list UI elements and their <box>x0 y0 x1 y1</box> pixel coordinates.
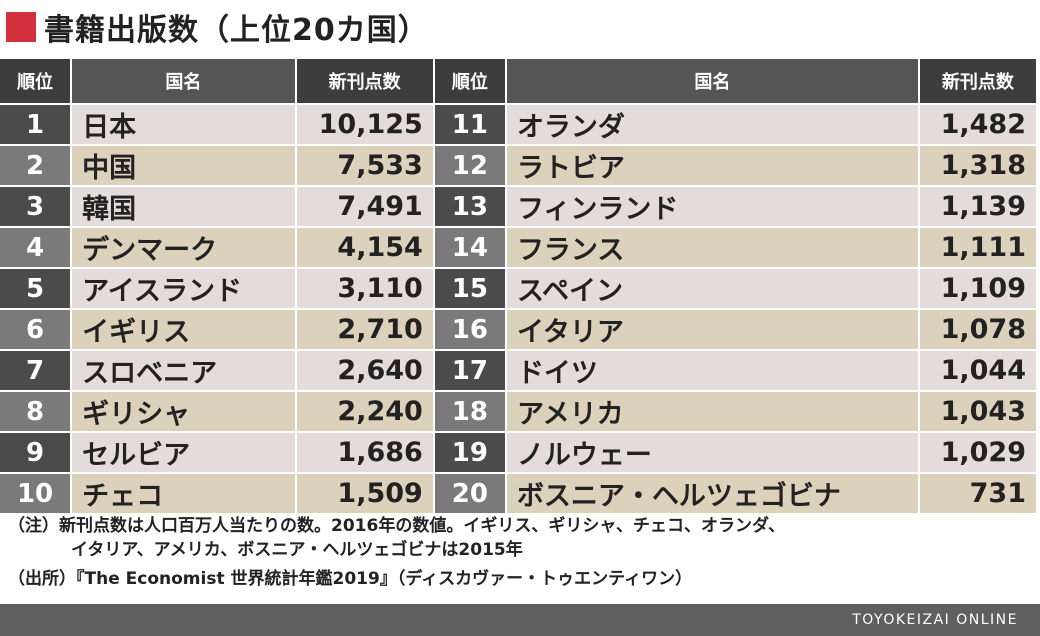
rank-cell-left: 4 <box>0 228 71 267</box>
table-row: 4 デンマーク 4,154 14 フランス 1,111 <box>0 228 1036 267</box>
country-cell-left: 韓国 <box>72 187 295 226</box>
header-rank-right: 順位 <box>434 59 505 103</box>
country-cell-left: アイスランド <box>72 269 295 308</box>
country-cell-left: ギリシャ <box>72 392 295 431</box>
country-cell-left: 中国 <box>72 146 295 185</box>
value-cell-left: 4,154 <box>296 228 433 267</box>
rank-cell-left: 9 <box>0 433 71 472</box>
rank-cell-right: 18 <box>434 392 505 431</box>
country-cell-right: ボスニア・ヘルツェゴビナ <box>506 474 918 513</box>
value-cell-right: 1,043 <box>919 392 1036 431</box>
value-cell-left: 1,686 <box>296 433 433 472</box>
rank-cell-left: 10 <box>0 474 71 513</box>
header-value-left: 新刊点数 <box>296 59 433 103</box>
table-row: 1 日本 10,125 11 オランダ 1,482 <box>0 105 1036 144</box>
country-cell-right: ドイツ <box>506 351 918 390</box>
table-row: 6 イギリス 2,710 16 イタリア 1,078 <box>0 310 1036 349</box>
rank-cell-right: 14 <box>434 228 505 267</box>
value-cell-right: 1,109 <box>919 269 1036 308</box>
table-body: 1 日本 10,125 11 オランダ 1,482 2 中国 7,533 12 ラトビア 1,318 3… <box>0 105 1036 513</box>
rank-cell-left: 3 <box>0 187 71 226</box>
rank-cell-right: 12 <box>434 146 505 185</box>
country-cell-left: セルビア <box>72 433 295 472</box>
header-country-left: 国名 <box>72 59 295 103</box>
value-cell-left: 10,125 <box>296 105 433 144</box>
table-row: 10 チェコ 1,509 20 ボスニア・ヘルツェゴビナ 731 <box>0 474 1036 513</box>
rank-cell-left: 2 <box>0 146 71 185</box>
rank-cell-right: 20 <box>434 474 505 513</box>
rank-cell-right: 16 <box>434 310 505 349</box>
country-cell-left: チェコ <box>72 474 295 513</box>
value-cell-right: 731 <box>919 474 1036 513</box>
country-cell-right: スペイン <box>506 269 918 308</box>
country-cell-right: イタリア <box>506 310 918 349</box>
table-row: 7 スロベニア 2,640 17 ドイツ 1,044 <box>0 351 1036 390</box>
table-row: 9 セルビア 1,686 19 ノルウェー 1,029 <box>0 433 1036 472</box>
header-rank-left: 順位 <box>0 59 71 103</box>
footer-bar: TOYOKEIZAI ONLINE <box>0 604 1040 636</box>
rank-cell-left: 5 <box>0 269 71 308</box>
value-cell-left: 2,640 <box>296 351 433 390</box>
header-value-right: 新刊点数 <box>919 59 1036 103</box>
rank-cell-right: 19 <box>434 433 505 472</box>
title-marker-icon <box>6 12 36 42</box>
value-cell-right: 1,078 <box>919 310 1036 349</box>
rank-cell-left: 7 <box>0 351 71 390</box>
header-country-right: 国名 <box>506 59 918 103</box>
table-row: 5 アイスランド 3,110 15 スペイン 1,109 <box>0 269 1036 308</box>
rank-cell-left: 8 <box>0 392 71 431</box>
country-cell-right: アメリカ <box>506 392 918 431</box>
rank-cell-right: 15 <box>434 269 505 308</box>
value-cell-left: 2,710 <box>296 310 433 349</box>
value-cell-right: 1,044 <box>919 351 1036 390</box>
source-note: （出所）『The Economist 世界統計年鑑2019』（ディスカヴァー・ト… <box>8 569 693 589</box>
table-row: 8 ギリシャ 2,240 18 アメリカ 1,043 <box>0 392 1036 431</box>
country-cell-right: ノルウェー <box>506 433 918 472</box>
value-cell-right: 1,139 <box>919 187 1036 226</box>
country-cell-right: フランス <box>506 228 918 267</box>
country-cell-left: イギリス <box>72 310 295 349</box>
country-cell-right: フィンランド <box>506 187 918 226</box>
ranking-table: 順位 国名 新刊点数 順位 国名 新刊点数 1 日本 10,125 11 オランダ 1,4… <box>0 57 1038 515</box>
page-title: 書籍出版数（上位20カ国） <box>44 13 429 48</box>
value-cell-left: 1,509 <box>296 474 433 513</box>
rank-cell-left: 1 <box>0 105 71 144</box>
title-bar: 書籍出版数（上位20カ国） <box>0 0 1040 54</box>
table-header-row: 順位 国名 新刊点数 順位 国名 新刊点数 <box>0 59 1036 103</box>
table-row: 2 中国 7,533 12 ラトビア 1,318 <box>0 146 1036 185</box>
value-cell-left: 2,240 <box>296 392 433 431</box>
rank-cell-left: 6 <box>0 310 71 349</box>
country-cell-left: デンマーク <box>72 228 295 267</box>
value-cell-right: 1,029 <box>919 433 1036 472</box>
ranking-table-container: 順位 国名 新刊点数 順位 国名 新刊点数 1 日本 10,125 11 オランダ 1,4… <box>0 57 1040 515</box>
rank-cell-right: 11 <box>434 105 505 144</box>
country-cell-left: スロベニア <box>72 351 295 390</box>
note-line-2: イタリア、アメリカ、ボスニア・ヘルツェゴビナは2015年 <box>71 540 523 560</box>
value-cell-right: 1,482 <box>919 105 1036 144</box>
note-line-1: （注）新刊点数は人口百万人当たりの数。2016年の数値。イギリス、ギリシャ、チェ… <box>8 516 786 536</box>
value-cell-left: 7,491 <box>296 187 433 226</box>
value-cell-left: 3,110 <box>296 269 433 308</box>
value-cell-left: 7,533 <box>296 146 433 185</box>
value-cell-right: 1,318 <box>919 146 1036 185</box>
rank-cell-right: 13 <box>434 187 505 226</box>
rank-cell-right: 17 <box>434 351 505 390</box>
value-cell-right: 1,111 <box>919 228 1036 267</box>
footer-brand: TOYOKEIZAI ONLINE <box>852 612 1018 628</box>
country-cell-left: 日本 <box>72 105 295 144</box>
table-row: 3 韓国 7,491 13 フィンランド 1,139 <box>0 187 1036 226</box>
country-cell-right: オランダ <box>506 105 918 144</box>
country-cell-right: ラトビア <box>506 146 918 185</box>
